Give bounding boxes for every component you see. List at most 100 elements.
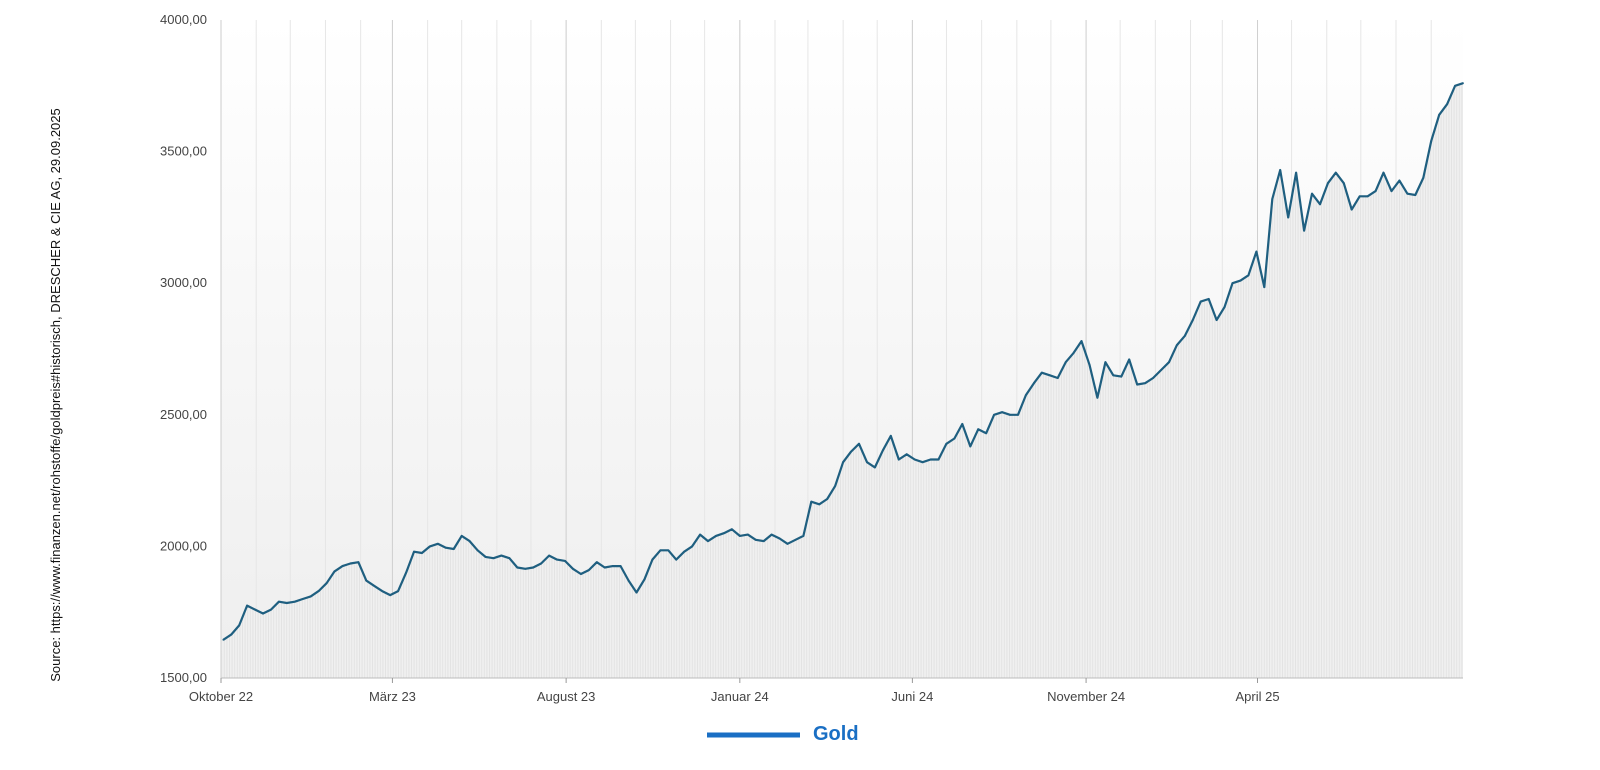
x-tick-label: Januar 24 [711,689,769,704]
data-point-gold [580,573,582,575]
data-point-gold [1239,279,1242,282]
data-point-gold [476,549,479,552]
data-point-gold [532,566,535,569]
data-point-gold [874,466,876,469]
data-point-gold [1430,140,1433,143]
data-point-gold [1247,274,1250,277]
data-point-gold [1255,250,1258,253]
data-point-gold [301,598,304,600]
data-point-gold [1144,382,1146,385]
data-point-gold [1191,319,1194,321]
legend: Gold [707,723,859,745]
legend-label-gold: Gold [813,723,859,745]
data-point-gold [993,413,995,416]
data-point-gold [484,556,487,558]
data-point-gold [357,561,360,564]
x-tick-label: März 23 [369,689,416,704]
data-point-gold [452,548,455,550]
data-point-gold [794,538,797,541]
data-point-gold [230,633,233,636]
data-point-gold [1303,229,1305,232]
data-point-gold [1342,182,1345,185]
data-point-gold [1120,375,1123,378]
data-point-gold [882,449,884,452]
data-point-gold [1136,383,1139,386]
data-point-gold [436,542,439,545]
data-point-gold [1128,358,1131,361]
data-point-gold [985,432,988,435]
data-point-gold [468,540,471,542]
data-point-gold [1454,84,1456,87]
data-point-gold [1017,413,1019,416]
x-tick-label: August 23 [537,689,596,704]
data-point-gold [270,608,272,611]
data-point-gold [1366,195,1369,198]
data-point-gold [1311,192,1313,195]
data-point-gold [866,461,868,464]
data-point-gold [508,557,511,560]
x-axis-ticks: Oktober 22 März 23 August 23 Januar 24 Juni … [189,678,1280,704]
data-point-gold [1064,361,1067,364]
data-point-gold [611,565,614,567]
data-point-gold [1033,382,1035,385]
data-point-gold [1446,103,1448,106]
data-point-gold [635,591,638,594]
data-point-gold [707,540,709,542]
data-point-gold [643,578,646,581]
data-point-gold [1327,182,1329,185]
data-point-gold [953,437,956,440]
data-point-gold [786,542,789,545]
data-point-gold [333,570,336,573]
data-point-gold [373,585,376,587]
data-point-gold [524,567,527,570]
y-tick-label: 3000,00 [160,275,207,290]
data-point-gold [627,579,630,582]
data-point-gold [1025,394,1027,396]
data-point-gold [405,571,407,574]
data-point-gold [603,566,606,569]
data-point-gold [969,445,972,448]
data-point-gold [397,590,399,592]
data-point-gold [595,561,598,564]
x-tick-label: November 24 [1047,689,1125,704]
data-point-gold [1176,344,1178,346]
data-point-gold [1374,190,1377,193]
data-point-gold [1112,374,1115,377]
data-point-gold [460,535,463,537]
data-point-gold [222,638,225,641]
data-point-gold [389,594,392,596]
data-point-gold [413,550,415,553]
data-point-gold [850,450,852,453]
y-axis-ticks: 1500,00 2000,00 2500,00 3000,00 3500,00 4000,… [160,12,207,685]
data-point-gold [1406,192,1409,195]
data-point-gold [1271,198,1274,200]
data-point-gold [492,557,495,560]
data-point-gold [723,532,725,535]
data-point-gold [1334,171,1337,174]
data-point-gold [1319,203,1321,206]
data-point-gold [1207,298,1210,300]
series-layer [222,82,1464,641]
y-tick-label: 1500,00 [160,670,207,685]
data-point-gold [1358,195,1361,198]
data-point-gold [738,535,741,537]
data-point-gold [905,453,908,456]
data-point-gold [1462,82,1464,85]
data-point-gold [254,608,256,611]
data-point-gold [746,533,749,536]
data-point-gold [1414,194,1417,196]
data-point-gold [1168,361,1170,364]
data-point-gold [285,602,288,604]
x-tick-label: Juni 24 [891,689,933,704]
data-point-gold [309,595,312,598]
data-point-gold [365,579,368,582]
data-point-gold [293,600,296,603]
data-point-gold [1184,334,1186,337]
data-point-gold [715,535,717,537]
data-point-gold [1231,282,1234,285]
data-point-gold [1438,113,1441,116]
x-tick-label: Oktober 22 [189,689,253,704]
data-point-gold [683,550,686,553]
data-point-gold [691,545,693,548]
data-point-gold [429,545,431,548]
